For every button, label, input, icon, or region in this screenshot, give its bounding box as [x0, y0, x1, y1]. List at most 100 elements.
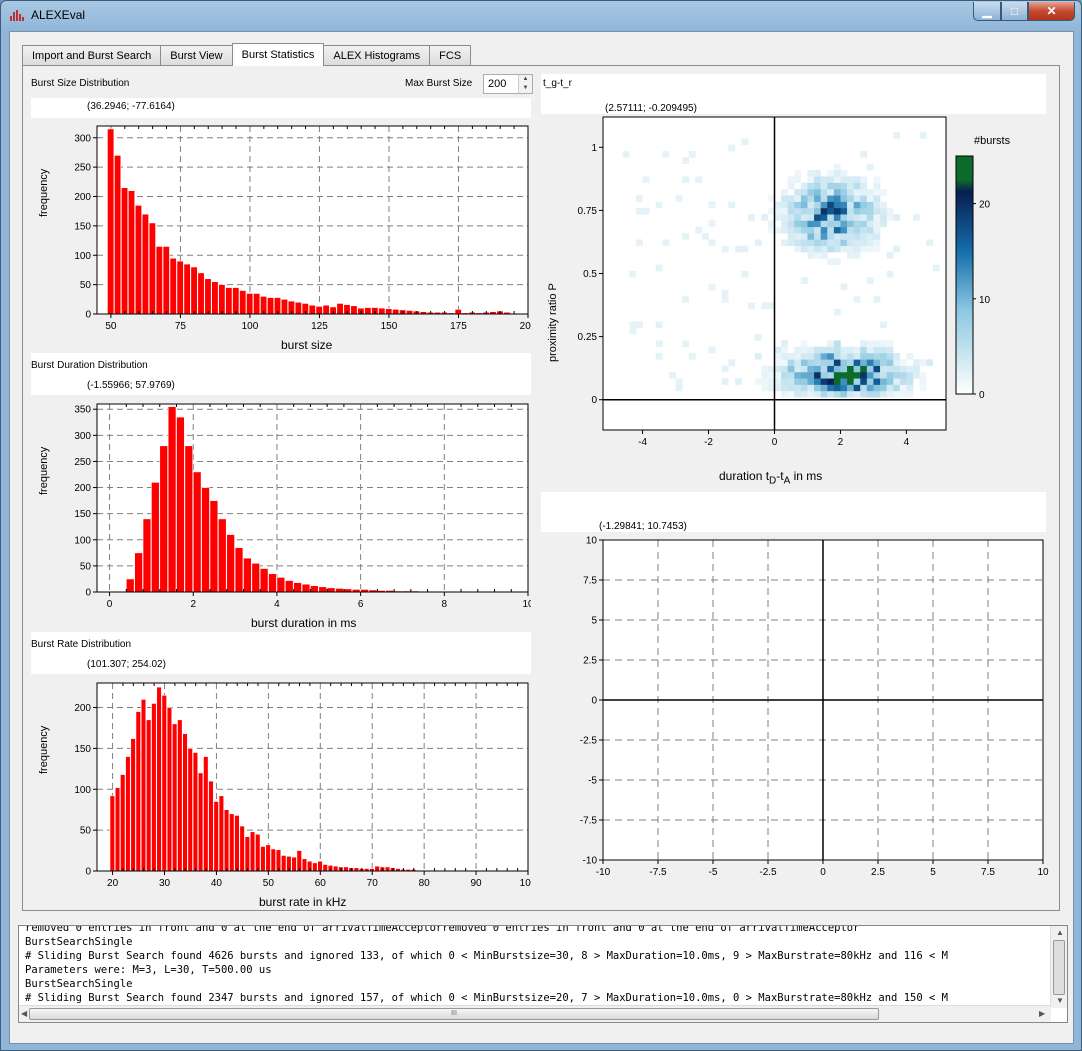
- heatmap-cell: [767, 371, 775, 379]
- heatmap-cell: [833, 353, 841, 360]
- maximize-button[interactable]: □: [1001, 2, 1028, 21]
- heatmap-cell: [847, 182, 854, 190]
- heatmap-cell: [814, 207, 821, 215]
- heatmap-cell: [847, 233, 854, 240]
- heatmap-cell: [833, 195, 841, 202]
- tab-burst-statistics[interactable]: Burst Statistics: [231, 43, 325, 66]
- heatmap-cell: [820, 233, 828, 240]
- heatmap-cell: [728, 144, 736, 152]
- heatmap-cell: [853, 346, 861, 354]
- heatmap-cell: [840, 365, 848, 373]
- heatmap-cell: [721, 245, 729, 253]
- histogram-bar: [109, 795, 115, 872]
- y-tick-label: 200: [74, 703, 91, 714]
- x-tick-label: 50: [263, 878, 275, 889]
- heatmap-cell: [767, 378, 775, 385]
- heatmap-cell: [708, 220, 716, 228]
- heatmap-cell: [820, 195, 828, 202]
- heatmap-cell: [860, 176, 868, 183]
- heatmap-cell: [807, 226, 815, 234]
- y-tick-label: 5: [591, 616, 597, 627]
- tab-import-burst-search[interactable]: Import and Burst Search: [22, 45, 162, 65]
- heatmap-cell: [833, 188, 841, 196]
- heatmap-cell: [794, 195, 802, 202]
- max-burst-size-value: 200: [488, 78, 507, 90]
- heatmap-cell: [721, 365, 729, 373]
- title-bar[interactable]: ALEXEval ▁ □ ✕: [1, 1, 1081, 31]
- log-output[interactable]: removed 0 entries in front and 0 at the …: [18, 925, 1068, 1023]
- heatmap-cell: [655, 201, 663, 209]
- y-tick-label: 0.75: [578, 206, 598, 217]
- heatmap-cell: [800, 220, 808, 228]
- histogram-bar: [317, 860, 323, 872]
- log-horizontal-scrollbar[interactable]: ◀ III ▶: [19, 1005, 1051, 1022]
- close-button[interactable]: ✕: [1028, 2, 1075, 21]
- heatmap-cell: [635, 195, 643, 202]
- tab-burst-view[interactable]: Burst View: [160, 45, 233, 65]
- burst-duration-coord: (-1.55966; 57.9769): [87, 380, 175, 391]
- horizontal-scroll-thumb[interactable]: III: [29, 1008, 879, 1020]
- heatmap-cell: [873, 365, 881, 373]
- spin-arrows-icon[interactable]: ▲ ▼: [518, 75, 532, 93]
- heatmap-cell: [781, 201, 788, 209]
- histogram-bar: [176, 260, 184, 315]
- heatmap-cell: [860, 245, 868, 253]
- histogram-bar: [350, 305, 358, 315]
- heatmap-cell: [741, 270, 749, 278]
- heatmap-cell: [800, 226, 808, 234]
- y-tick-label: 300: [74, 133, 91, 144]
- heatmap-cell: [787, 353, 795, 360]
- scroll-left-icon[interactable]: ◀: [21, 1009, 28, 1018]
- heatmap-cell: [827, 170, 835, 177]
- heatmap-cell: [847, 365, 854, 373]
- log-vertical-scrollbar[interactable]: ▲ ▼: [1050, 926, 1067, 1008]
- heatmap-cell: [761, 365, 769, 373]
- heatmap-cell: [741, 138, 749, 146]
- scroll-down-icon[interactable]: ▼: [1056, 996, 1064, 1005]
- histogram-bar: [239, 825, 245, 872]
- scroll-up-icon[interactable]: ▲: [1056, 928, 1064, 937]
- heatmap-cell: [893, 384, 901, 392]
- heatmap-cell: [728, 201, 736, 209]
- log-line: # Sliding Burst Search found 2347 bursts…: [25, 992, 948, 1004]
- max-burst-size-spinbox[interactable]: 200 ▲ ▼: [483, 74, 533, 94]
- histogram-bar: [151, 482, 160, 593]
- heatmap-cell: [767, 226, 775, 234]
- heatmap-cell: [847, 226, 854, 234]
- heatmap-cell: [840, 188, 848, 196]
- heatmap-cell: [886, 340, 894, 348]
- heatmap-cell: [794, 365, 802, 373]
- heatmap-cell: [814, 353, 821, 360]
- heatmap-cell: [642, 207, 650, 215]
- histogram-bar: [232, 287, 240, 315]
- heatmap-cell: [655, 264, 663, 272]
- tab-fcs[interactable]: FCS: [429, 45, 472, 65]
- empty-scatter-chart[interactable]: -10 -7.5 -5 -2.5 0 2.5 5 7.5 10 -10 -7.5 -5 -2.5 0 2.5…: [541, 532, 1051, 912]
- heatmap-cell: [860, 353, 868, 360]
- heatmap-cell: [814, 220, 821, 228]
- burst-rate-chart[interactable]: 20 30 40 50 60 70 80 90 100 0 50 100 150 200: [31, 675, 531, 913]
- vertical-scroll-thumb[interactable]: [1053, 940, 1065, 995]
- heatmap-cell: [893, 359, 901, 366]
- heatmap-cell: [774, 226, 782, 234]
- heatmap-cell: [800, 353, 808, 360]
- burst-size-title: Burst Size Distribution: [31, 78, 130, 89]
- minimize-button[interactable]: ▁: [973, 2, 1001, 21]
- heatmap-cell: [880, 207, 887, 215]
- heatmap-cell: [833, 371, 841, 379]
- burst-size-chart[interactable]: 50 75 100 125 150 175 200 0 50 100 150 200 250 300: [31, 118, 531, 356]
- heatmap-cell: [794, 226, 802, 234]
- tab-alex-histograms[interactable]: ALEX Histograms: [323, 45, 431, 65]
- scroll-right-icon[interactable]: ▶: [1039, 1009, 1046, 1018]
- histogram-bar: [156, 686, 162, 872]
- heatmap-cell: [695, 226, 703, 234]
- heatmap-cell: [807, 365, 815, 373]
- heatmap-cell: [893, 365, 901, 373]
- heatmap-cell: [807, 239, 815, 247]
- heatmap-xlabel-sub2: A: [783, 475, 791, 487]
- heatmap-cell: [820, 378, 828, 385]
- heatmap-cell: [807, 378, 815, 385]
- heatmap-cell: [820, 239, 828, 247]
